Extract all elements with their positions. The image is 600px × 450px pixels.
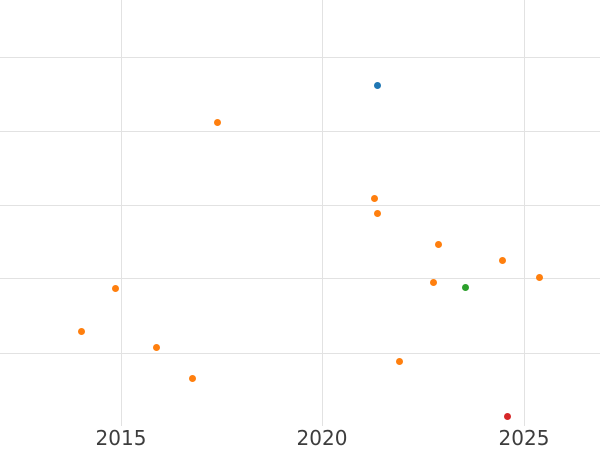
gridline-horizontal bbox=[0, 353, 600, 354]
orange-data-point bbox=[429, 278, 437, 286]
orange-data-point bbox=[498, 256, 506, 264]
x-tick-label-2020: 2020 bbox=[296, 426, 348, 450]
gridline-horizontal bbox=[0, 131, 600, 132]
blue-data-point bbox=[373, 81, 381, 89]
orange-data-point bbox=[434, 240, 442, 248]
orange-data-point bbox=[111, 284, 119, 292]
orange-data-point bbox=[373, 209, 381, 217]
orange-data-point bbox=[395, 357, 403, 365]
gridline-horizontal bbox=[0, 278, 600, 279]
orange-data-point bbox=[188, 374, 196, 382]
orange-data-point bbox=[535, 273, 543, 281]
gridline-vertical bbox=[322, 0, 323, 426]
x-tick-label-2015: 2015 bbox=[95, 426, 147, 450]
plot-area bbox=[0, 0, 600, 426]
orange-data-point bbox=[213, 118, 221, 126]
orange-data-point bbox=[370, 194, 378, 202]
x-tick-label-2025: 2025 bbox=[498, 426, 550, 450]
gridline-horizontal bbox=[0, 205, 600, 206]
green-data-point bbox=[461, 283, 469, 291]
orange-data-point bbox=[152, 343, 160, 351]
gridline-vertical bbox=[524, 0, 525, 426]
orange-data-point bbox=[77, 327, 85, 335]
gridline-horizontal bbox=[0, 57, 600, 58]
red-data-point bbox=[503, 412, 511, 420]
gridline-vertical bbox=[121, 0, 122, 426]
